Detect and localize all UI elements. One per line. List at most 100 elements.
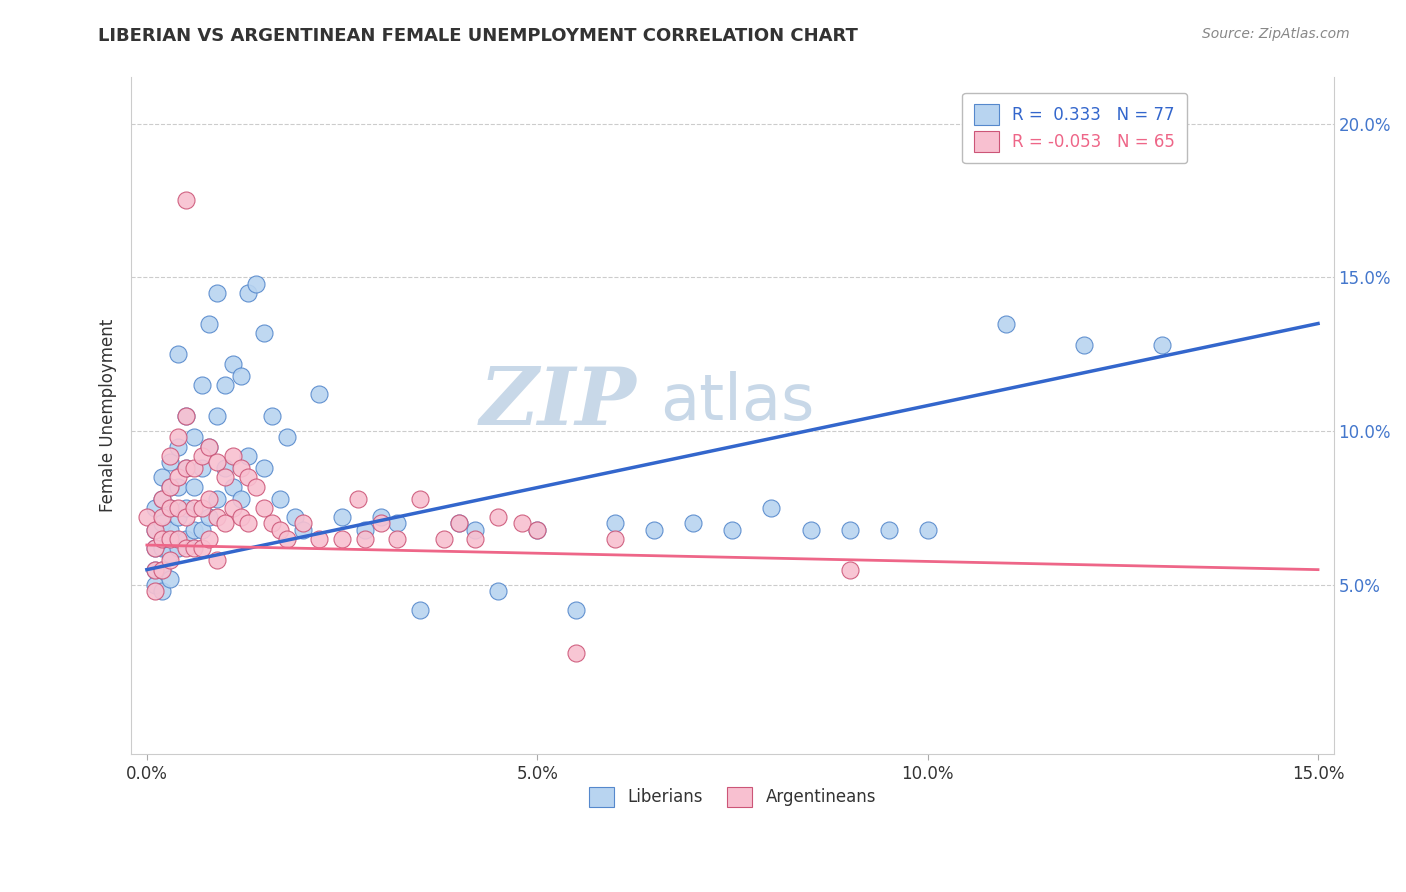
Point xyxy=(238,449,260,463)
Point xyxy=(354,523,377,537)
Point xyxy=(174,461,197,475)
Point xyxy=(152,491,174,506)
Point xyxy=(370,516,392,531)
Point xyxy=(276,430,298,444)
Point xyxy=(917,523,939,537)
Point xyxy=(260,516,283,531)
Point xyxy=(152,516,174,531)
Point xyxy=(198,317,221,331)
Point xyxy=(143,563,166,577)
Point xyxy=(238,516,260,531)
Point xyxy=(761,501,783,516)
Point xyxy=(370,510,392,524)
Point xyxy=(190,541,212,555)
Point xyxy=(799,523,821,537)
Point xyxy=(229,368,252,383)
Point xyxy=(308,532,330,546)
Point xyxy=(838,523,860,537)
Point xyxy=(159,479,181,493)
Point xyxy=(238,285,260,300)
Point xyxy=(330,532,353,546)
Point xyxy=(994,317,1017,331)
Point xyxy=(190,461,212,475)
Legend: Liberians, Argentineans: Liberians, Argentineans xyxy=(582,780,883,814)
Point xyxy=(1073,338,1095,352)
Text: atlas: atlas xyxy=(661,371,814,434)
Point xyxy=(167,541,190,555)
Point xyxy=(159,532,181,546)
Point xyxy=(486,584,509,599)
Point xyxy=(190,378,212,392)
Point xyxy=(245,479,267,493)
Point xyxy=(159,455,181,469)
Point xyxy=(198,491,221,506)
Point xyxy=(143,584,166,599)
Point xyxy=(222,479,245,493)
Point xyxy=(159,553,181,567)
Text: Source: ZipAtlas.com: Source: ZipAtlas.com xyxy=(1202,27,1350,41)
Point xyxy=(167,479,190,493)
Point xyxy=(159,501,181,516)
Point xyxy=(183,479,205,493)
Point xyxy=(877,523,900,537)
Point xyxy=(292,516,315,531)
Point xyxy=(308,387,330,401)
Point xyxy=(174,461,197,475)
Point xyxy=(143,523,166,537)
Point xyxy=(276,532,298,546)
Point xyxy=(174,409,197,423)
Point xyxy=(159,523,181,537)
Point xyxy=(183,430,205,444)
Point xyxy=(229,461,252,475)
Point xyxy=(229,510,252,524)
Point xyxy=(260,409,283,423)
Point xyxy=(143,563,166,577)
Point xyxy=(222,501,245,516)
Point xyxy=(269,491,291,506)
Text: LIBERIAN VS ARGENTINEAN FEMALE UNEMPLOYMENT CORRELATION CHART: LIBERIAN VS ARGENTINEAN FEMALE UNEMPLOYM… xyxy=(98,27,858,45)
Point xyxy=(159,449,181,463)
Point xyxy=(183,501,205,516)
Point xyxy=(143,541,166,555)
Point xyxy=(152,532,174,546)
Point xyxy=(174,501,197,516)
Point xyxy=(229,491,252,506)
Point xyxy=(198,510,221,524)
Point xyxy=(205,553,228,567)
Point xyxy=(167,501,190,516)
Point xyxy=(449,516,471,531)
Point xyxy=(214,470,236,484)
Point xyxy=(682,516,704,531)
Point xyxy=(174,194,197,208)
Point xyxy=(214,378,236,392)
Point xyxy=(409,491,432,506)
Point xyxy=(385,516,408,531)
Y-axis label: Female Unemployment: Female Unemployment xyxy=(100,319,117,512)
Point xyxy=(183,541,205,555)
Point xyxy=(159,479,181,493)
Point xyxy=(152,563,174,577)
Point xyxy=(346,491,368,506)
Point xyxy=(409,602,432,616)
Point xyxy=(205,491,228,506)
Point xyxy=(198,440,221,454)
Point xyxy=(205,455,228,469)
Point xyxy=(198,532,221,546)
Point xyxy=(432,532,454,546)
Point xyxy=(159,501,181,516)
Point xyxy=(190,501,212,516)
Point xyxy=(253,461,276,475)
Point xyxy=(143,501,166,516)
Point xyxy=(167,510,190,524)
Point xyxy=(205,409,228,423)
Point xyxy=(152,491,174,506)
Point xyxy=(174,409,197,423)
Point xyxy=(838,563,860,577)
Point xyxy=(143,578,166,592)
Point xyxy=(284,510,307,524)
Point xyxy=(152,563,174,577)
Text: ZIP: ZIP xyxy=(479,364,637,441)
Point xyxy=(510,516,533,531)
Point xyxy=(152,541,174,555)
Point xyxy=(245,277,267,291)
